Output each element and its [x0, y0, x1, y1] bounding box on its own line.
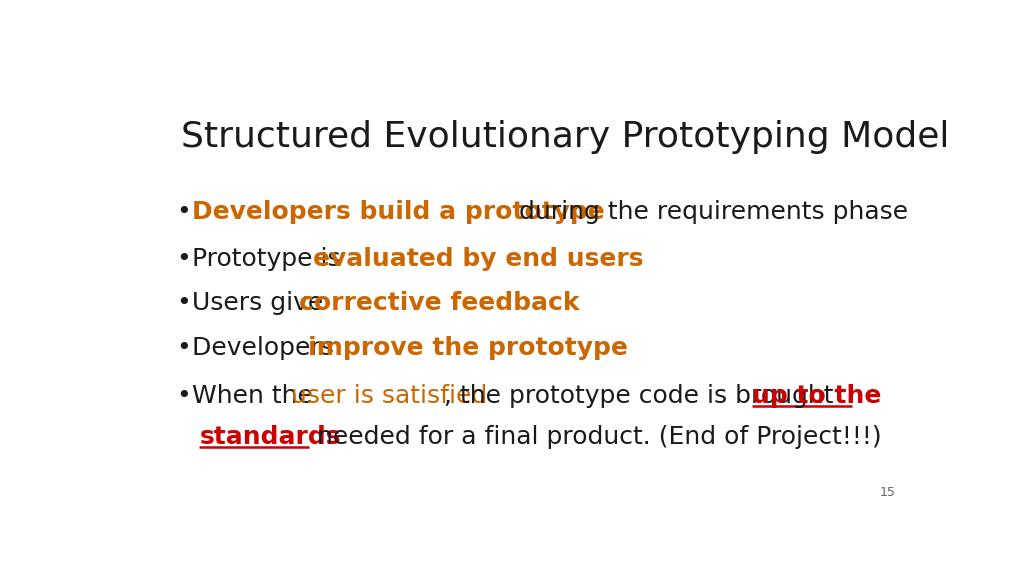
- Text: , the prototype code is brought: , the prototype code is brought: [443, 384, 841, 408]
- Text: standards: standards: [200, 425, 341, 449]
- Text: Users give: Users give: [191, 291, 331, 315]
- Text: evaluated by end users: evaluated by end users: [313, 247, 643, 271]
- Text: •: •: [176, 291, 190, 315]
- Text: Developers build a prototype: Developers build a prototype: [191, 200, 604, 224]
- Text: Prototype is: Prototype is: [191, 247, 348, 271]
- Text: improve the prototype: improve the prototype: [307, 336, 628, 360]
- Text: user is satisfied: user is satisfied: [292, 384, 487, 408]
- Text: When the: When the: [191, 384, 321, 408]
- Text: Structured Evolutionary Prototyping Model: Structured Evolutionary Prototyping Mode…: [180, 120, 949, 154]
- Text: up to the: up to the: [752, 384, 881, 408]
- Text: •: •: [176, 247, 190, 271]
- Text: during the requirements phase: during the requirements phase: [511, 200, 908, 224]
- Text: Developers: Developers: [191, 336, 341, 360]
- Text: corrective feedback: corrective feedback: [299, 291, 580, 315]
- Text: •: •: [176, 200, 190, 224]
- Text: •: •: [176, 384, 190, 408]
- Text: •: •: [176, 336, 190, 360]
- Text: 15: 15: [880, 486, 895, 499]
- Text: needed for a final product. (End of Project!!!): needed for a final product. (End of Proj…: [309, 425, 882, 449]
